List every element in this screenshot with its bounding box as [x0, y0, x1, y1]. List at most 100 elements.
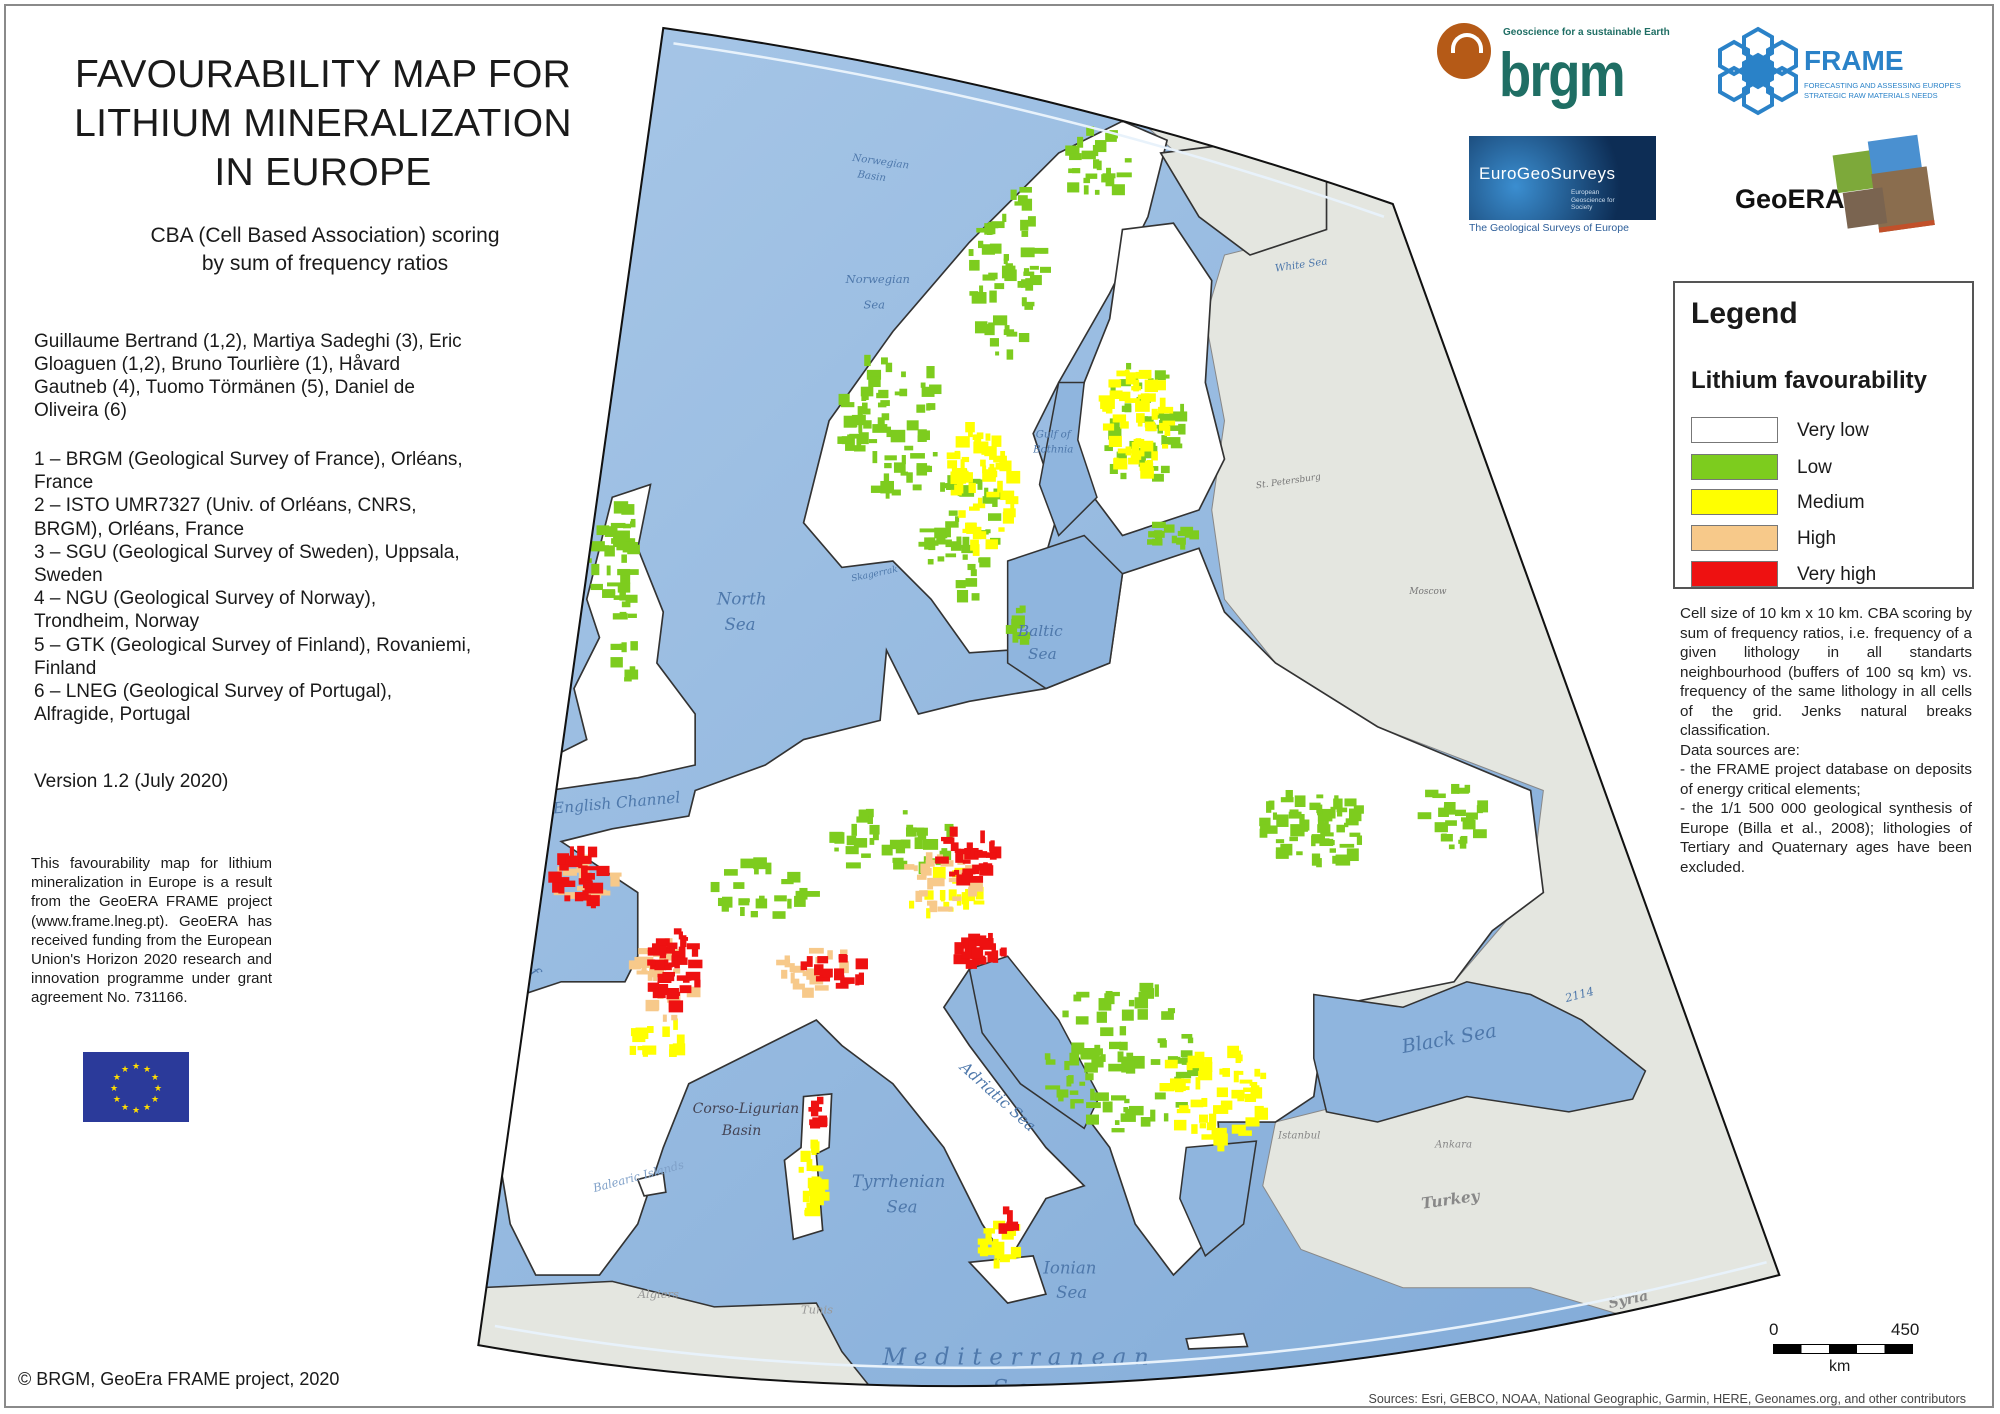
favourability-cell [1198, 1061, 1213, 1072]
favourability-cell [439, 1153, 448, 1160]
favourability-cell [1070, 1099, 1084, 1104]
favourability-cell [989, 338, 999, 347]
favourability-cell [1245, 1117, 1260, 1127]
favourability-cell [419, 1117, 429, 1124]
favourability-cell [977, 849, 983, 855]
favourability-cell [388, 1125, 392, 1129]
favourability-cell [1125, 372, 1136, 385]
favourability-cell [659, 946, 675, 954]
favourability-cell [992, 315, 1008, 326]
favourability-cell [389, 1077, 397, 1085]
favourability-cell [652, 949, 663, 955]
funding-statement: This favourability map for lithium miner… [31, 855, 272, 1007]
favourability-cell [437, 1084, 443, 1093]
favourability-cell [916, 874, 927, 880]
affiliation: 1 – BRGM (Geological Survey of France), … [34, 449, 463, 494]
favourability-cell [405, 1019, 418, 1024]
favourability-cell [1349, 832, 1361, 837]
favourability-cell [838, 954, 847, 960]
eu-star-icon: ★ [121, 1103, 129, 1113]
favourability-cell [1019, 186, 1032, 193]
eu-star-icon: ★ [132, 1062, 140, 1072]
favourability-cell [1172, 411, 1188, 422]
favourability-cell [351, 1127, 365, 1136]
favourability-cell [925, 859, 935, 867]
subtitle-line: by sum of frequency ratios [201, 252, 449, 275]
legend-item-low: Low [1691, 454, 1961, 482]
favourability-cell [507, 654, 522, 661]
favourability-cell [677, 957, 688, 965]
favourability-cell [1137, 1009, 1148, 1020]
legend-swatch [1691, 489, 1778, 515]
favourability-cell [950, 489, 962, 496]
favourability-cell [1045, 1059, 1056, 1065]
favourability-cell [1211, 1127, 1227, 1135]
favourability-cell [865, 808, 874, 818]
favourability-cell [1093, 159, 1100, 169]
favourability-cell [1073, 994, 1082, 1002]
favourability-cell [1275, 847, 1285, 859]
favourability-cell [1085, 1073, 1094, 1081]
favourability-cell [1176, 1058, 1187, 1064]
favourability-cell [943, 901, 950, 910]
favourability-cell [616, 538, 626, 551]
favourability-cell [1153, 413, 1165, 419]
favourability-cell [590, 583, 603, 591]
favourability-cell [1170, 443, 1183, 449]
favourability-cell [998, 527, 1005, 532]
favourability-cell [960, 459, 965, 469]
favourability-cell [1029, 265, 1039, 270]
favourability-cell [867, 812, 873, 825]
tagline-line: European [1571, 189, 1600, 196]
favourability-cell [1077, 136, 1084, 148]
favourability-cell [390, 1067, 400, 1073]
favourability-cell [1320, 832, 1334, 837]
favourability-cell [612, 613, 628, 620]
favourability-cell [500, 627, 516, 636]
favourability-cell [1133, 379, 1139, 392]
favourability-cell [362, 1004, 367, 1014]
favourability-cell [678, 946, 686, 959]
favourability-cell [1113, 458, 1128, 470]
favourability-cell [613, 595, 629, 600]
favourability-cell [1131, 450, 1145, 457]
favourability-cell [999, 948, 1007, 956]
favourability-cell [932, 866, 946, 880]
favourability-cell [536, 636, 548, 647]
favourability-cell [427, 1122, 440, 1133]
favourability-cell [1004, 269, 1017, 282]
favourability-cell [1138, 457, 1146, 467]
favourability-cell [619, 588, 626, 601]
favourability-cell [798, 1166, 804, 1173]
favourability-cell [412, 1057, 427, 1066]
favourability-cell [1159, 422, 1170, 431]
favourability-cell [1102, 423, 1115, 431]
favourability-cell [924, 890, 934, 900]
favourability-cell [1339, 843, 1355, 848]
label-norwegian-sea: Norwegian [845, 272, 910, 286]
favourability-cell [622, 523, 631, 529]
favourability-cell [442, 1127, 451, 1139]
favourability-cell [1244, 1093, 1257, 1102]
favourability-cell [615, 530, 630, 542]
favourability-cell [977, 1238, 992, 1245]
favourability-cell [375, 1041, 381, 1049]
favourability-cell [1002, 213, 1007, 223]
favourability-cell [420, 1022, 432, 1034]
favourability-cell [1199, 1114, 1208, 1123]
favourability-cell [372, 1063, 381, 1067]
sources-heading: Data sources are: [1680, 741, 1800, 759]
favourability-cell [901, 455, 906, 465]
favourability-cell [1213, 1105, 1229, 1114]
favourability-cell [877, 402, 887, 408]
favourability-cell [1076, 991, 1090, 998]
favourability-cell [1082, 1053, 1088, 1059]
favourability-cell [1065, 145, 1080, 156]
favourability-cell [968, 888, 978, 897]
favourability-cell [877, 417, 885, 426]
favourability-cell [1080, 1048, 1096, 1060]
favourability-cell [799, 887, 808, 900]
label-ionian: Ionian [1042, 1259, 1096, 1278]
favourability-cell [389, 1031, 400, 1038]
